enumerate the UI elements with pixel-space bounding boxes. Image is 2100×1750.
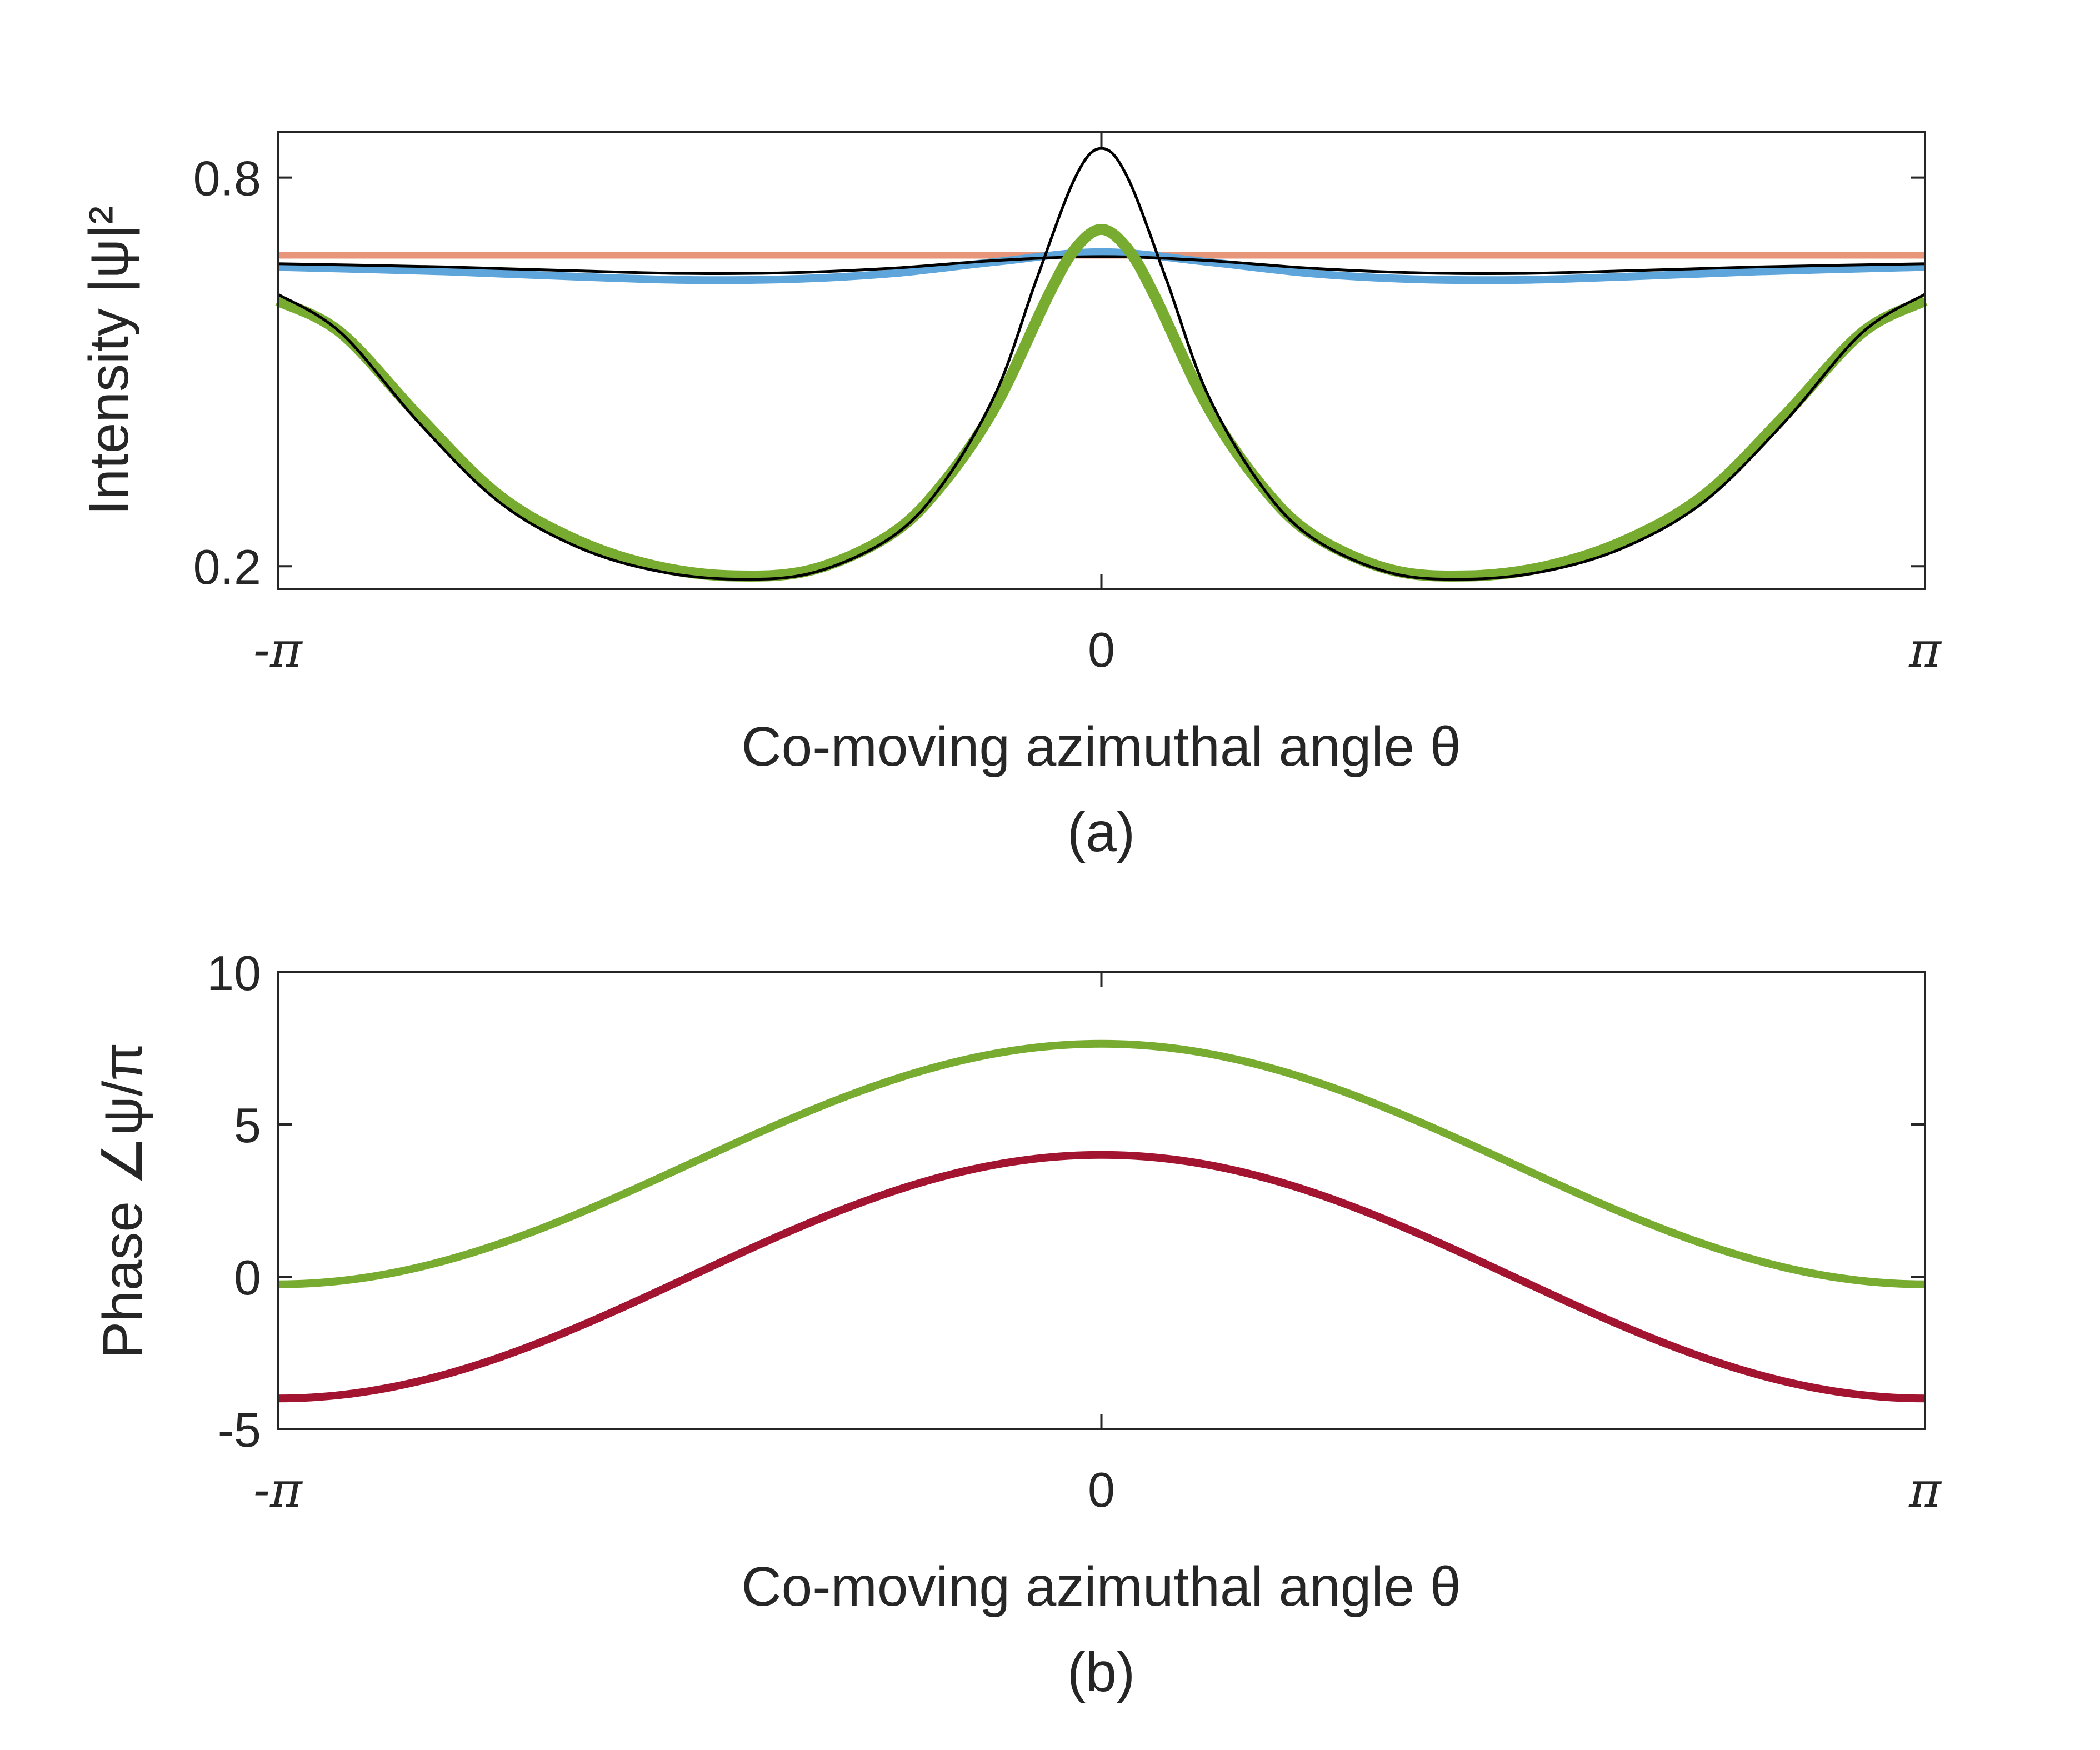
x-tick-label: 0 bbox=[1088, 1462, 1115, 1517]
series-line-a-3 bbox=[275, 223, 1928, 582]
x-tick-label: -π bbox=[253, 1461, 303, 1518]
caption-a: (a) bbox=[1067, 801, 1135, 863]
panel-a: -π 0 π 0.2 0.8 Intensity |ψ|² Co-moving azim… bbox=[78, 131, 1942, 863]
y-tick-label: 0.2 bbox=[193, 539, 261, 594]
y-tick-label: 10 bbox=[207, 946, 261, 1001]
x-axis-label-a: Co-moving azimuthal angle θ bbox=[741, 716, 1461, 778]
y-tick-label: -5 bbox=[218, 1402, 261, 1457]
y-tick-label: 0 bbox=[234, 1250, 261, 1305]
ticks-b: -π 0 π -5 0 5 10 bbox=[207, 946, 1942, 1518]
x-axis-label-b: Co-moving azimuthal angle θ bbox=[741, 1556, 1461, 1618]
series-line-a-4 bbox=[277, 147, 1926, 581]
x-tick-label: 0 bbox=[1088, 622, 1115, 677]
series-line-a-2 bbox=[277, 255, 1926, 275]
panel-b: -π 0 π -5 0 5 10 Phase ∠ψ/π Co-moving azimutha… bbox=[92, 946, 1942, 1703]
caption-b: (b) bbox=[1067, 1641, 1135, 1703]
y-tick-label: 0.8 bbox=[193, 151, 261, 206]
x-tick-label: -π bbox=[253, 621, 303, 678]
series-group-b bbox=[277, 1039, 1926, 1403]
series-line-b-0 bbox=[277, 1039, 1926, 1288]
series-group-a bbox=[275, 147, 1928, 582]
series-line-b-1 bbox=[277, 1151, 1926, 1403]
y-axis-label-a: Intensity |ψ|² bbox=[78, 206, 140, 516]
x-tick-label: π bbox=[1908, 621, 1942, 678]
y-tick-label: 5 bbox=[234, 1098, 261, 1153]
x-tick-label: π bbox=[1908, 1461, 1942, 1518]
series-line-a-1 bbox=[277, 248, 1926, 284]
y-axis-label-b: Phase ∠ψ/π bbox=[92, 1042, 154, 1358]
ticks-a: -π 0 π 0.2 0.8 bbox=[193, 132, 1942, 678]
